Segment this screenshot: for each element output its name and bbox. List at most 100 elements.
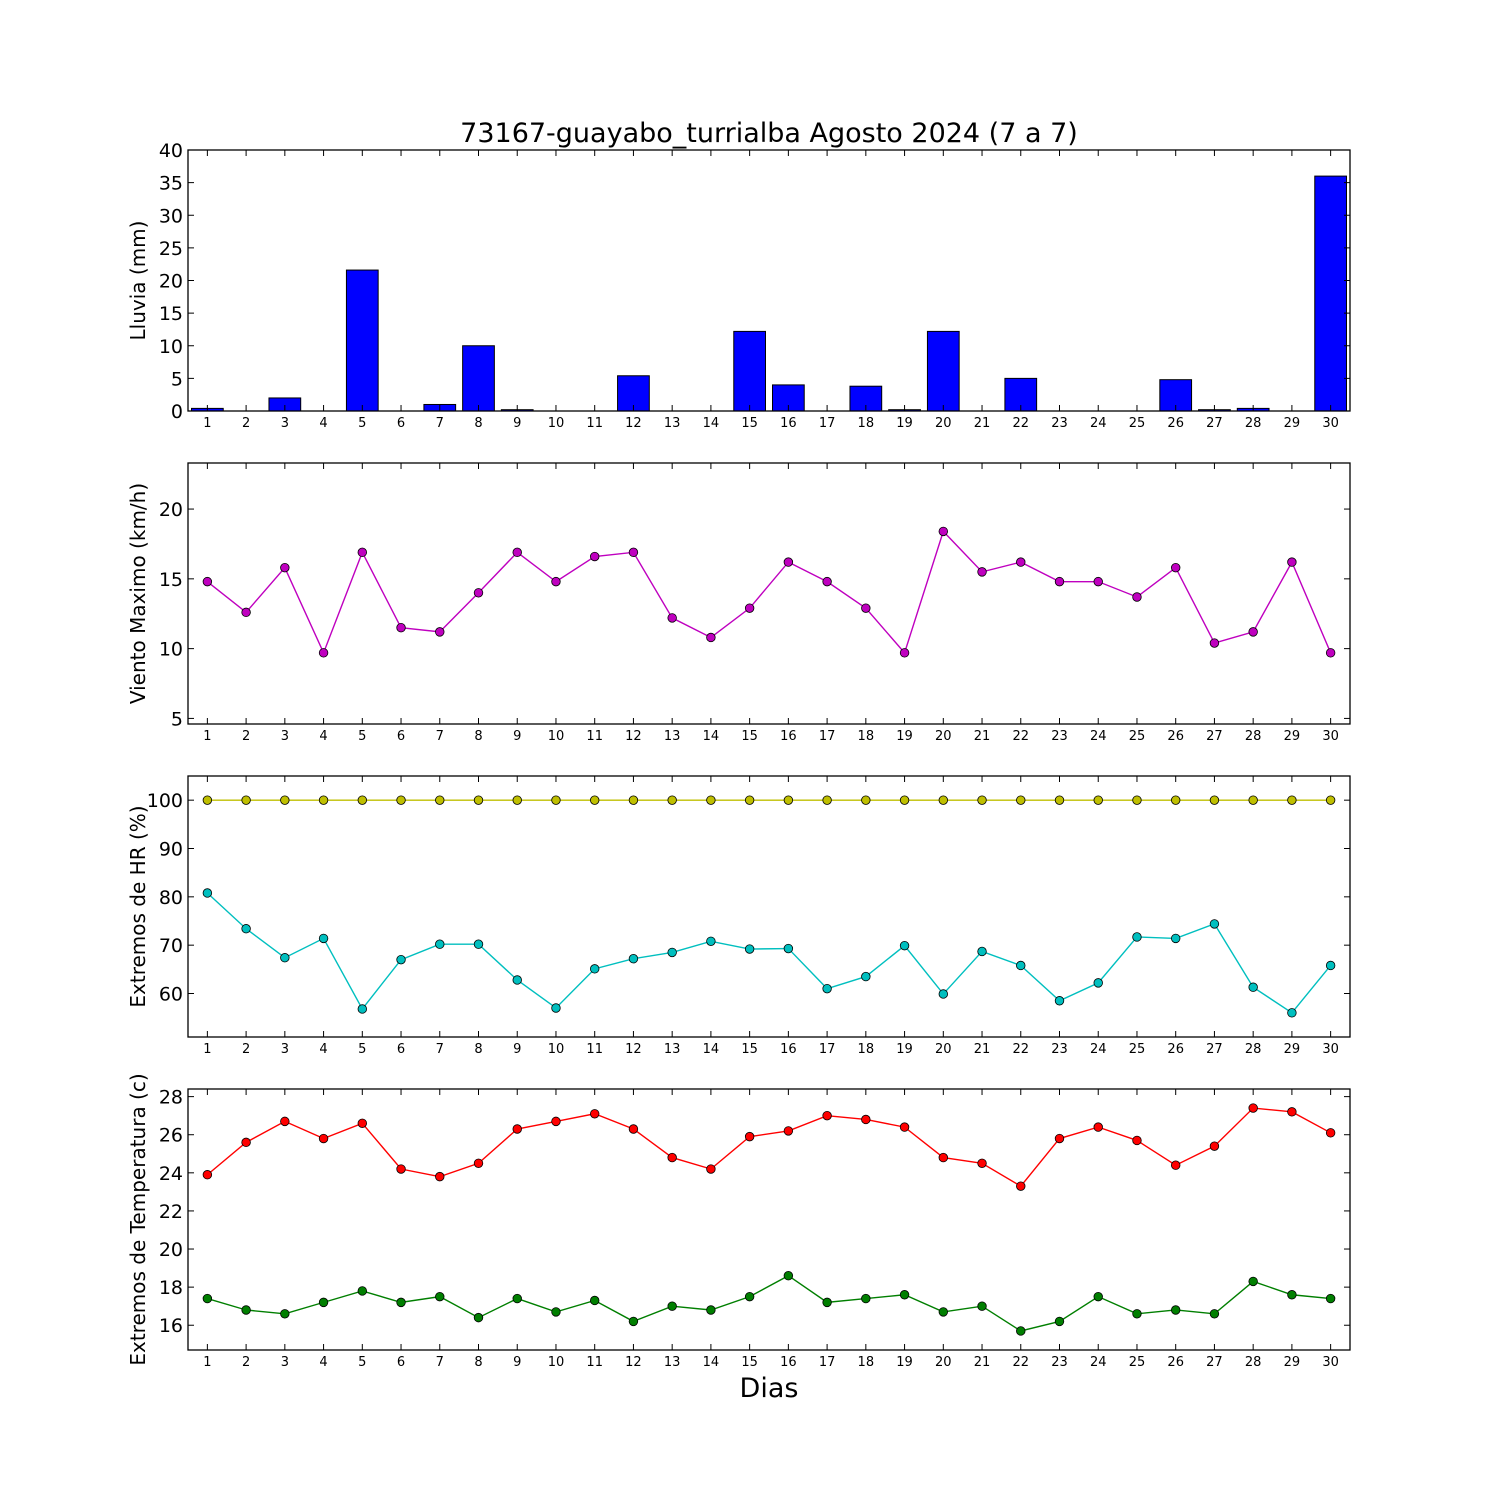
- humidity-series-0-point-day-13: [667, 795, 677, 805]
- humidity-series-1-point-day-25: [1132, 932, 1142, 942]
- temperature-series-0-point-day-7: [435, 1171, 445, 1182]
- humidity-xtick-label-16: 16: [780, 1042, 797, 1057]
- max-wind-ytick-label-5: 5: [171, 708, 183, 730]
- humidity-xtick-label-2: 2: [242, 1042, 250, 1057]
- temperature-series-1-point-day-24: [1093, 1291, 1103, 1302]
- temperature-series-0-point-day-14: [706, 1164, 716, 1174]
- temperature-xtick-label-4: 4: [319, 1355, 327, 1370]
- humidity-xtick-label-6: 6: [397, 1042, 405, 1057]
- max-wind-xtick-label-14: 14: [703, 729, 720, 744]
- max-wind-xtick-label-15: 15: [741, 729, 758, 744]
- humidity-series-0-point-day-26: [1170, 795, 1181, 805]
- humidity-xtick-label-22: 22: [1012, 1042, 1029, 1057]
- humidity-xtick-label-15: 15: [741, 1042, 758, 1057]
- humidity-series-1-point-day-10: [551, 1003, 561, 1013]
- rainfall-ytick-label-0: 0: [171, 401, 183, 423]
- rainfall-xtick-label-5: 5: [358, 416, 366, 431]
- humidity-series-1-point-day-28: [1248, 982, 1258, 992]
- temperature-series-0-point-day-20: [938, 1152, 949, 1163]
- humidity-series-1-point-day-18: [861, 971, 871, 982]
- humidity-series-0-point-day-14: [706, 795, 716, 805]
- humidity-series-0-point-day-22: [1016, 795, 1026, 805]
- max-wind-series-0-line: [206, 530, 1332, 655]
- temperature-series-0-point-day-23: [1054, 1133, 1065, 1144]
- temperature-series-0-point-day-13: [667, 1152, 677, 1163]
- max-wind-series-0-point-day-3: [280, 562, 290, 573]
- max-wind-xtick-label-26: 26: [1167, 729, 1184, 744]
- temperature-xtick-label-10: 10: [548, 1355, 565, 1370]
- rainfall-xtick-label-19: 19: [896, 416, 913, 431]
- humidity-xtick-label-13: 13: [664, 1042, 681, 1057]
- max-wind-xtick-label-13: 13: [664, 729, 681, 744]
- rainfall-xtick-label-1: 1: [203, 416, 211, 431]
- humidity-series-1-point-day-9: [512, 975, 522, 985]
- humidity-series-0-point-day-23: [1054, 795, 1065, 805]
- humidity-series-0-point-day-10: [551, 795, 561, 805]
- temperature-series-1-point-day-2: [241, 1305, 251, 1315]
- humidity-series-0-point-day-30: [1325, 795, 1336, 805]
- max-wind-xtick-label-27: 27: [1206, 729, 1223, 744]
- temperature-series-0-point-day-22: [1016, 1181, 1026, 1191]
- rainfall-xtick-label-15: 15: [741, 416, 758, 431]
- temperature-series-1-point-day-9: [512, 1293, 522, 1304]
- humidity-xtick-label-14: 14: [703, 1042, 720, 1057]
- rainfall-ytick-label-40: 40: [159, 140, 183, 162]
- humidity-series-0-point-day-16: [783, 795, 794, 805]
- rainfall-xtick-label-26: 26: [1167, 416, 1184, 431]
- max-wind-xtick-label-20: 20: [935, 729, 952, 744]
- temperature-series-1-point-day-4: [318, 1297, 329, 1308]
- rainfall-xtick-label-4: 4: [319, 416, 327, 431]
- max-wind-ytick-label-20: 20: [159, 499, 183, 521]
- temperature-series-0-point-day-26: [1170, 1160, 1181, 1170]
- max-wind-ylabel: Viento Maximo (km/h): [126, 483, 150, 704]
- temperature-ylabel: Extremos de Temperatura (c): [126, 1073, 150, 1365]
- humidity-series-1-point-day-11: [590, 964, 600, 974]
- rainfall-xtick-label-8: 8: [474, 416, 482, 431]
- temperature-xtick-label-20: 20: [935, 1355, 952, 1370]
- humidity-ytick-label-90: 90: [159, 839, 183, 861]
- max-wind-xtick-label-11: 11: [586, 729, 603, 744]
- rainfall-xtick-label-11: 11: [586, 416, 603, 431]
- max-wind-xtick-label-21: 21: [974, 729, 991, 744]
- temperature-series-1-point-day-28: [1248, 1276, 1258, 1287]
- temperature-ytick-label-24: 24: [159, 1163, 183, 1185]
- humidity-series-0-point-day-25: [1132, 795, 1142, 805]
- temperature-series-1-point-day-20: [938, 1307, 949, 1317]
- rainfall-xtick-label-29: 29: [1284, 416, 1301, 431]
- max-wind-xtick-label-23: 23: [1051, 729, 1068, 744]
- max-wind-series-0-point-day-7: [435, 627, 445, 637]
- humidity-ytick-label-60: 60: [159, 984, 183, 1006]
- rainfall-ytick-label-10: 10: [159, 336, 183, 358]
- humidity-series-1-point-day-17: [822, 983, 832, 994]
- max-wind-xtick-label-25: 25: [1129, 729, 1146, 744]
- humidity-series-1-point-day-13: [667, 947, 677, 958]
- humidity-series-0-point-day-20: [938, 795, 949, 805]
- temperature-xtick-label-28: 28: [1245, 1355, 1262, 1370]
- max-wind-xtick-label-29: 29: [1284, 729, 1301, 744]
- max-wind-series-0-point-day-20: [938, 526, 949, 537]
- max-wind-series-0-point-day-6: [396, 622, 406, 633]
- max-wind-series-0-point-day-8: [473, 588, 484, 598]
- humidity-xtick-label-29: 29: [1284, 1042, 1301, 1057]
- humidity-xtick-label-25: 25: [1129, 1042, 1146, 1057]
- temperature-series-1-point-day-23: [1054, 1316, 1065, 1327]
- temperature-series-1-line: [207, 1274, 1331, 1332]
- chart-title: 73167-guayabo_turrialba Agosto 2024 (7 a…: [460, 118, 1078, 149]
- max-wind-series-0-point-day-11: [590, 551, 600, 562]
- max-wind-xtick-label-12: 12: [625, 729, 642, 744]
- temperature-series-0-point-day-5: [357, 1118, 368, 1128]
- humidity-series-1-point-day-19: [899, 940, 910, 951]
- humidity-ytick-label-100: 100: [147, 790, 183, 812]
- humidity-ylabel: Extremos de HR (%): [126, 805, 150, 1007]
- humidity-xtick-label-27: 27: [1206, 1042, 1223, 1057]
- temperature-series-0-point-day-28: [1248, 1103, 1258, 1113]
- humidity-axes-frame: [187, 775, 1351, 1038]
- temperature-xtick-label-26: 26: [1167, 1355, 1184, 1370]
- max-wind-series-0-point-day-12: [628, 547, 639, 558]
- max-wind-xtick-label-1: 1: [203, 729, 211, 744]
- humidity-series-0-point-day-2: [241, 795, 251, 805]
- temperature-series-0-point-day-27: [1209, 1141, 1220, 1151]
- max-wind-series-0-point-day-21: [977, 567, 987, 577]
- humidity-series-0-point-day-3: [280, 795, 290, 805]
- rainfall-xtick-label-13: 13: [664, 416, 681, 431]
